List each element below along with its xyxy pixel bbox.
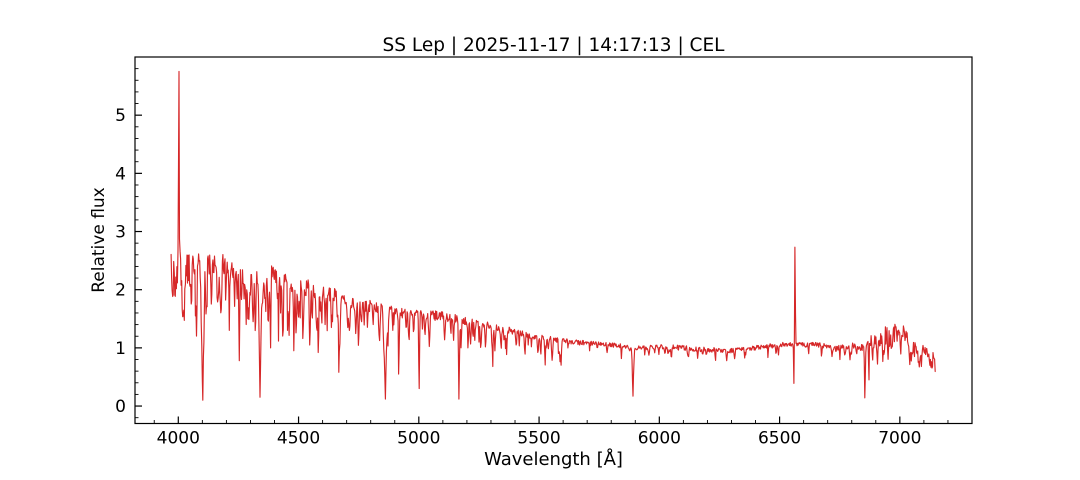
x-tick-label: 5500: [517, 429, 560, 449]
x-axis-label: Wavelength [Å]: [484, 448, 623, 470]
axes-spines: [134, 56, 973, 425]
y-tick-label: 2: [115, 281, 126, 301]
y-tick-label: 4: [115, 164, 126, 184]
y-tick-label: 3: [115, 223, 126, 243]
x-tick-label: 6500: [758, 429, 801, 449]
x-tick-label: 4500: [277, 429, 320, 449]
y-tick-label: 1: [115, 339, 126, 359]
x-tick-label: 6000: [638, 429, 681, 449]
y-tick-label: 5: [115, 106, 126, 126]
x-tick-label: 5000: [397, 429, 440, 449]
x-tick-label: 4000: [157, 429, 200, 449]
x-tick-label: 7000: [878, 429, 921, 449]
plot-title: SS Lep | 2025-11-17 | 14:17:13 | CEL: [383, 35, 726, 56]
spectrum-line: [170, 70, 936, 401]
y-axis-label: Relative flux: [89, 187, 109, 293]
y-tick-label: 0: [115, 397, 126, 417]
